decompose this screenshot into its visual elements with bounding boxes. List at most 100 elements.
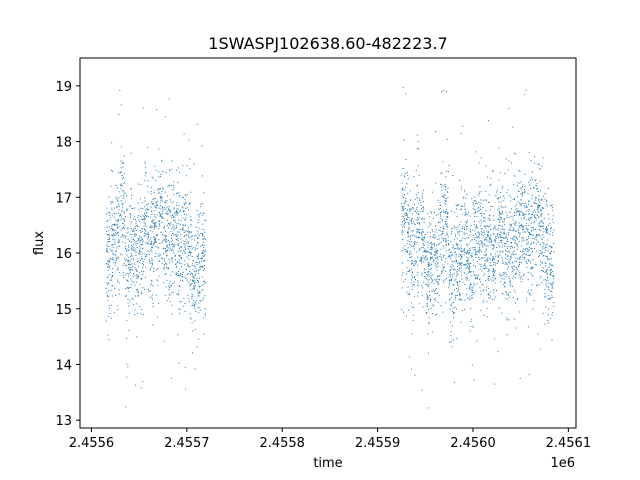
data-point (527, 326, 529, 328)
data-point (436, 278, 438, 280)
data-point (443, 185, 445, 187)
data-point (140, 207, 142, 209)
data-point (415, 260, 416, 262)
data-point (543, 271, 544, 272)
data-point (426, 304, 428, 306)
data-point (546, 280, 548, 282)
data-point (193, 287, 195, 289)
data-point (452, 284, 454, 286)
data-point (203, 265, 205, 266)
data-point (163, 235, 165, 237)
data-point (203, 235, 205, 237)
data-point (424, 276, 426, 277)
data-point (179, 262, 180, 264)
data-point (461, 250, 462, 252)
data-point (501, 228, 503, 230)
data-point (188, 301, 190, 303)
data-point (521, 240, 523, 242)
data-point (538, 225, 540, 227)
data-point (541, 165, 543, 167)
data-point (423, 244, 425, 246)
data-point (127, 227, 129, 229)
data-point (535, 263, 536, 265)
data-point (499, 225, 501, 227)
data-point (187, 241, 189, 243)
data-point (507, 189, 509, 191)
data-point (180, 274, 181, 276)
data-point (481, 241, 482, 243)
data-point (144, 218, 146, 220)
data-point (502, 200, 504, 202)
data-point (401, 224, 403, 226)
data-point (120, 216, 122, 218)
data-point (170, 274, 172, 276)
data-point (423, 222, 425, 224)
data-point (184, 240, 186, 242)
data-point (519, 212, 521, 214)
data-point (413, 234, 415, 236)
data-point (148, 259, 150, 261)
data-point (429, 252, 431, 254)
data-point (469, 234, 471, 236)
data-point (451, 276, 453, 278)
data-point (481, 242, 483, 244)
data-point (550, 271, 552, 273)
data-point (182, 217, 184, 219)
data-point (185, 201, 186, 203)
data-point (541, 213, 543, 214)
data-point (202, 251, 204, 253)
data-point (160, 202, 162, 204)
data-point (406, 214, 408, 216)
data-point (166, 300, 168, 302)
data-point (141, 244, 143, 245)
data-point (491, 298, 493, 300)
data-point (195, 267, 197, 269)
data-point (132, 266, 134, 268)
data-point (128, 250, 130, 252)
data-point (514, 277, 516, 278)
data-point (492, 264, 494, 266)
data-point (410, 257, 412, 258)
data-point (488, 293, 490, 295)
data-point (465, 253, 467, 255)
data-point (147, 203, 149, 205)
data-point (441, 219, 443, 221)
data-point (119, 241, 121, 243)
data-point (166, 246, 168, 248)
data-point (417, 192, 419, 194)
data-point (155, 246, 157, 247)
data-point (541, 253, 543, 255)
data-point (420, 257, 422, 259)
data-point (197, 233, 199, 235)
data-point (421, 272, 422, 274)
data-point (152, 203, 154, 205)
data-point (163, 217, 165, 219)
data-point (138, 253, 140, 254)
data-point (517, 230, 519, 232)
data-point (540, 250, 542, 252)
data-point (551, 294, 553, 296)
data-point (456, 237, 458, 239)
data-point (472, 259, 474, 261)
data-point (173, 185, 174, 187)
data-point (405, 200, 407, 202)
data-point (142, 262, 143, 264)
data-point (480, 208, 481, 210)
data-point (492, 248, 494, 250)
data-point (551, 207, 553, 208)
data-point (117, 279, 119, 281)
data-point (453, 312, 455, 314)
data-point (505, 237, 507, 238)
data-point (125, 258, 127, 260)
data-point (547, 320, 549, 321)
data-point (144, 216, 145, 218)
data-point (464, 309, 465, 311)
data-point (512, 268, 514, 269)
data-point (455, 261, 457, 263)
data-point (129, 213, 131, 215)
data-point (201, 257, 203, 259)
data-point (137, 275, 139, 277)
data-point (139, 247, 141, 249)
data-point (530, 179, 531, 181)
data-point (193, 275, 195, 277)
